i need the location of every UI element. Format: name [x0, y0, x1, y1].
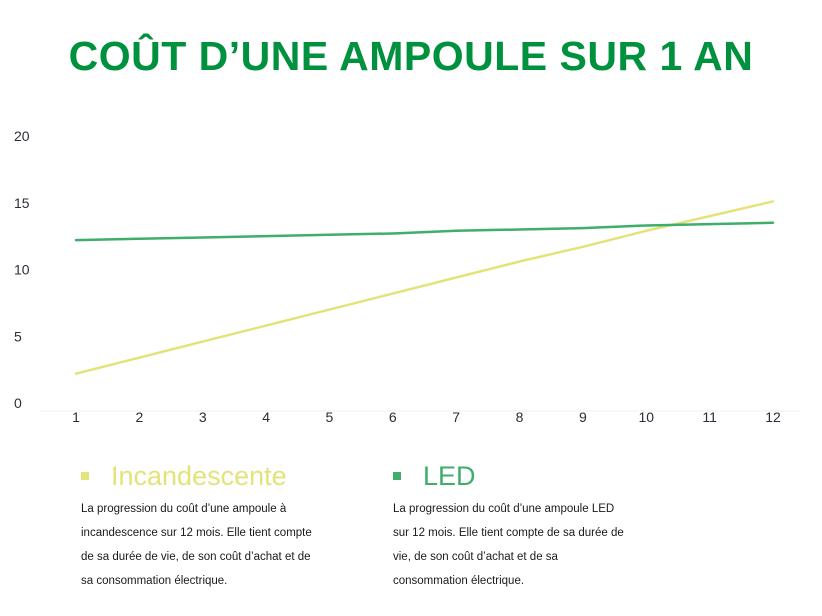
- legend-description-led: La progression du coût d’une ampoule LED…: [393, 497, 655, 593]
- legend-led: LED La progression du coût d’une ampoule…: [393, 458, 655, 593]
- series-line-incandescent: [74, 200, 775, 375]
- x-tick-label: 2: [135, 409, 143, 425]
- incandescent-swatch: [81, 472, 89, 480]
- description-line: sa consommation électrique.: [81, 575, 228, 587]
- description-line: vie, de son coût d’achat et de sa: [393, 551, 558, 563]
- legend-description-incandescent: La progression du coût d’une ampoule à i…: [81, 497, 343, 593]
- series-line-led: [74, 221, 775, 242]
- y-tick-label: 0: [14, 395, 22, 411]
- x-tick-label: 7: [452, 409, 460, 425]
- x-tick-label: 11: [702, 409, 717, 425]
- description-line: sur 12 mois. Elle tient compte de sa dur…: [393, 527, 624, 539]
- chart-title: COÛT D’UNE AMPOULE SUR 1 AN: [68, 33, 754, 79]
- description-line: incandescence sur 12 mois. Elle tient co…: [81, 527, 312, 539]
- led-swatch: [393, 472, 401, 480]
- legend-incandescent: Incandescente La progression du coût d’u…: [81, 458, 343, 593]
- series-lines: [74, 200, 775, 375]
- x-tick-label: 12: [765, 409, 781, 425]
- x-tick-label: 1: [72, 409, 80, 425]
- y-tick-label: 20: [14, 128, 30, 144]
- x-tick-label: 8: [516, 409, 524, 425]
- x-tick-label: 4: [262, 409, 270, 425]
- description-line: consommation électrique.: [393, 575, 525, 587]
- x-tick-label: 5: [326, 409, 334, 425]
- description-line: La progression du coût d’une ampoule à: [81, 503, 287, 515]
- x-tick-label: 6: [389, 409, 397, 425]
- x-axis-ticks: 1 2 3 4 5 6 7 8 9 10 11 12: [72, 409, 781, 425]
- y-tick-label: 10: [14, 262, 30, 278]
- description-line: La progression du coût d’une ampoule LED: [393, 503, 615, 515]
- y-tick-label: 5: [14, 328, 22, 344]
- x-tick-label: 9: [579, 409, 587, 425]
- x-tick-label: 3: [199, 409, 207, 425]
- legend-title-incandescent: Incandescente: [111, 461, 287, 491]
- x-tick-label: 10: [638, 409, 654, 425]
- legend-title-led: LED: [423, 461, 476, 491]
- y-tick-label: 15: [14, 195, 30, 211]
- description-line: de sa durée de vie, de son coût d’achat …: [81, 551, 311, 563]
- y-axis-ticks: 0 5 10 15 20: [14, 128, 30, 411]
